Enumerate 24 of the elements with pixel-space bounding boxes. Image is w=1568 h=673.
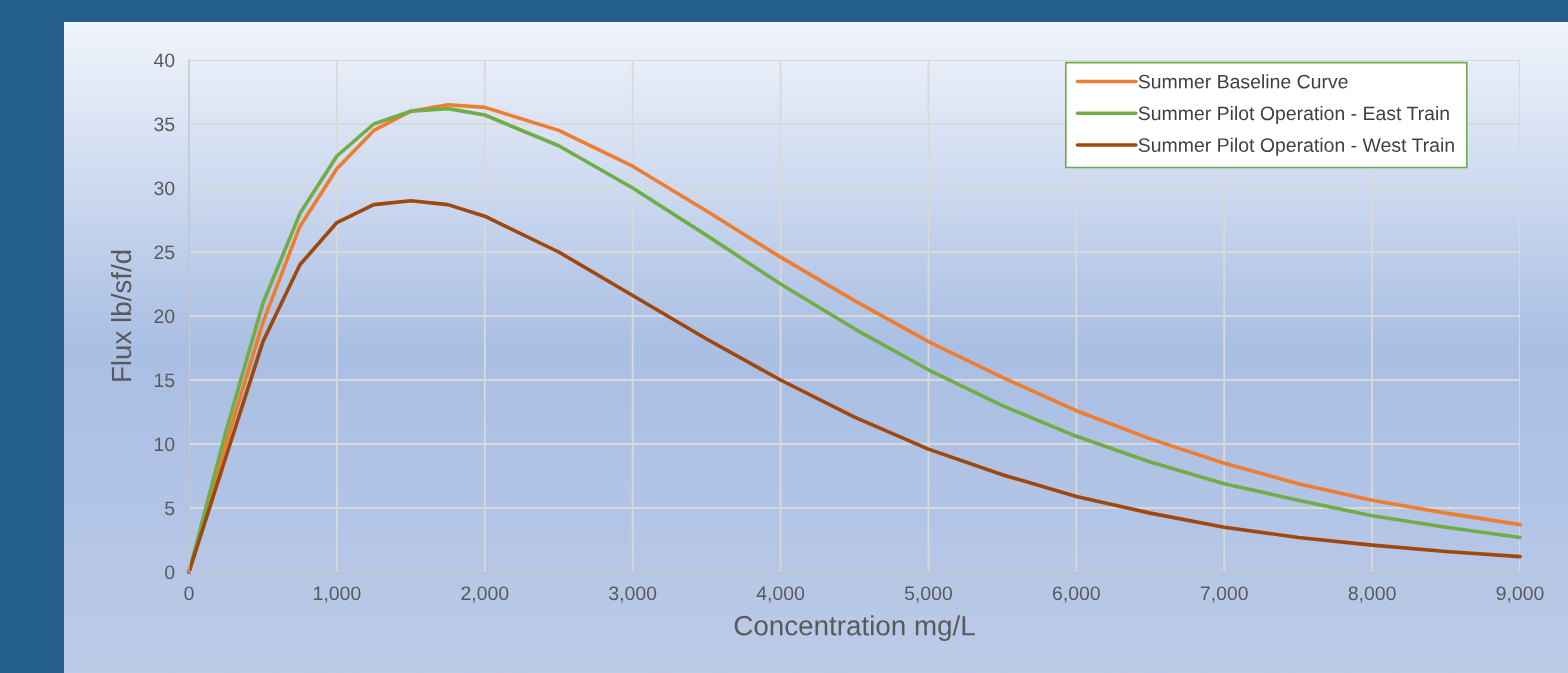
y-tick-label: 30: [154, 181, 175, 196]
y-tick-label: 40: [153, 53, 175, 68]
y-tick-label: 20: [154, 309, 175, 324]
x-tick-label: 6,000: [1052, 586, 1100, 603]
x-tick-label: 4,000: [756, 586, 805, 603]
x-tick-label: 8,000: [1348, 586, 1396, 603]
x-tick-label: 0: [184, 586, 194, 601]
y-tick-label: 0: [165, 565, 175, 580]
y-tick-label: 5: [165, 501, 175, 516]
x-tick-label: 7,000: [1200, 586, 1248, 603]
legend-label: Summer Baseline Curve: [1138, 74, 1348, 89]
x-axis-title: Concentration mg/L: [734, 615, 975, 642]
x-tick-label: 5,000: [904, 586, 953, 603]
y-tick-label: 35: [154, 117, 175, 132]
y-tick-label: 15: [154, 373, 175, 388]
x-tick-label: 1,000: [314, 586, 361, 603]
y-tick-label: 10: [154, 437, 175, 452]
legend-label: Summer Pilot Operation - East Train: [1138, 105, 1449, 125]
x-tick-label: 9,000: [1496, 586, 1544, 603]
y-tick-label: 25: [154, 245, 175, 260]
y-axis-title: Flux lb/sf/d: [110, 250, 132, 381]
x-tick-label: 2,000: [461, 586, 509, 603]
x-tick-label: 3,000: [609, 586, 657, 603]
legend-label: Summer Pilot Operation - West Train: [1138, 137, 1454, 156]
